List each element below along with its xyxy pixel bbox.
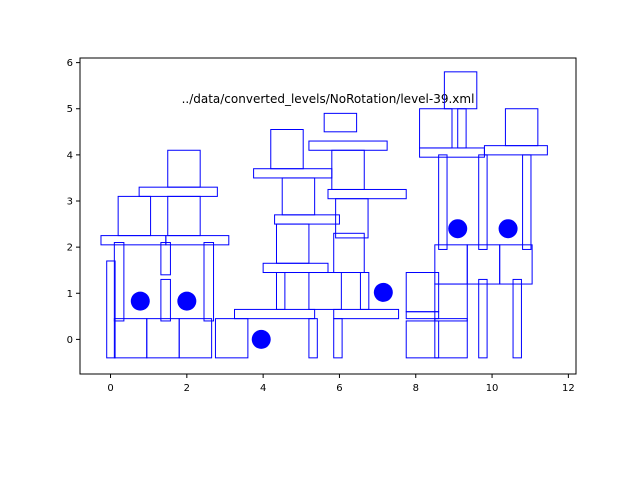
x-tick-label-3: 6 [336, 383, 342, 394]
block-rect-33 [327, 188, 407, 200]
rectangles-layer [100, 71, 548, 359]
x-tick-label-4: 8 [413, 383, 419, 394]
marker-circle-1 [177, 291, 197, 311]
block-rect-41 [499, 244, 533, 285]
y-tick-label-3: 3 [67, 197, 73, 208]
block-rect-4 [203, 242, 215, 322]
block-rect-51 [443, 71, 478, 110]
axes-frame [79, 57, 577, 375]
x-tick-label-0: 0 [107, 383, 113, 394]
block-rect-0 [106, 260, 116, 359]
block-rect-37 [434, 318, 468, 359]
y-tick-label-1: 1 [67, 289, 73, 300]
block-rect-1 [113, 242, 125, 322]
block-rect-27 [333, 232, 365, 274]
block-rect-43 [512, 278, 522, 359]
marker-circle-2 [251, 329, 271, 349]
x-tick-label-2: 4 [260, 383, 266, 394]
x-tick-label-6: 12 [562, 383, 575, 394]
marker-circle-4 [448, 219, 468, 239]
block-rect-28 [359, 272, 370, 310]
block-rect-49 [419, 108, 453, 149]
circles-layer [130, 219, 518, 349]
block-rect-45 [478, 154, 488, 250]
block-rect-35 [308, 140, 388, 151]
block-rect-44 [438, 154, 448, 250]
block-rect-15 [234, 308, 316, 320]
x-tick-label-1: 2 [184, 383, 190, 394]
y-tick-label-5: 5 [67, 104, 73, 115]
block-rect-2 [160, 278, 171, 322]
block-rect-11 [117, 195, 152, 237]
marker-circle-0 [130, 291, 150, 311]
y-tick-label-4: 4 [67, 150, 73, 161]
marker-circle-3 [373, 282, 393, 302]
x-tick-label-5: 10 [486, 383, 499, 394]
y-tick-label-0: 0 [67, 335, 73, 346]
block-rect-14 [167, 149, 201, 188]
x-axis-ticks: 0 2 4 6 8 10 12 [107, 374, 575, 394]
block-rect-16 [308, 318, 318, 359]
plot-area [100, 71, 548, 359]
block-rect-52 [504, 108, 539, 147]
block-rect-7 [178, 318, 213, 359]
y-tick-label-2: 2 [67, 243, 73, 254]
chart-title: ../data/converted_levels/NoRotation/leve… [182, 92, 475, 106]
block-rect-30 [405, 272, 440, 313]
block-rect-24 [270, 129, 304, 170]
block-rect-42 [478, 278, 488, 359]
block-rect-36 [323, 112, 358, 133]
y-tick-label-6: 6 [67, 58, 73, 69]
marker-circle-5 [498, 219, 518, 239]
block-rect-8 [214, 318, 249, 359]
block-rect-31 [405, 320, 440, 359]
y-axis-ticks: 0 1 2 3 4 5 6 [67, 58, 80, 346]
